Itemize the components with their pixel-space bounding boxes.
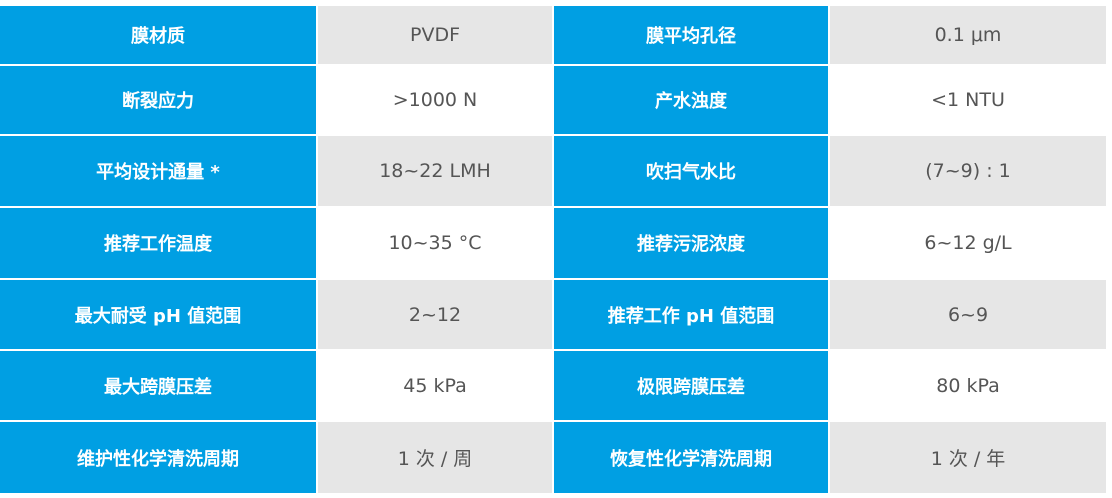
table-row: 最大跨膜压差 45 kPa 极限跨膜压差 80 kPa bbox=[0, 349, 1106, 422]
table-row: 最大耐受 pH 值范围 2~12 推荐工作 pH 值范围 6~9 bbox=[0, 278, 1106, 351]
spec-label: 维护性化学清洗周期 bbox=[0, 420, 318, 493]
spec-label: 平均设计通量 * bbox=[0, 134, 318, 208]
spec-label: 推荐工作温度 bbox=[0, 206, 318, 280]
spec-value: 1 次 / 年 bbox=[828, 420, 1106, 493]
membrane-spec-table: 膜材质 PVDF 膜平均孔径 0.1 μm 断裂应力 >1000 N 产水浊度 <1 NTU 平… bbox=[0, 6, 1106, 493]
spec-value: 80 kPa bbox=[828, 349, 1106, 422]
spec-value: 0.1 μm bbox=[828, 6, 1106, 66]
spec-value: <1 NTU bbox=[828, 64, 1106, 136]
table-row: 平均设计通量 * 18~22 LMH 吹扫气水比 (7~9) : 1 bbox=[0, 134, 1106, 208]
spec-value: (7~9) : 1 bbox=[828, 134, 1106, 208]
spec-value: 18~22 LMH bbox=[316, 134, 554, 208]
spec-value: >1000 N bbox=[316, 64, 554, 136]
spec-label: 膜材质 bbox=[0, 6, 318, 66]
spec-label: 最大耐受 pH 值范围 bbox=[0, 278, 318, 351]
table-row: 膜材质 PVDF 膜平均孔径 0.1 μm bbox=[0, 6, 1106, 66]
spec-label: 极限跨膜压差 bbox=[552, 349, 830, 422]
spec-value: 2~12 bbox=[316, 278, 554, 351]
spec-label: 断裂应力 bbox=[0, 64, 318, 136]
spec-label: 恢复性化学清洗周期 bbox=[552, 420, 830, 493]
spec-label: 推荐工作 pH 值范围 bbox=[552, 278, 830, 351]
spec-label: 最大跨膜压差 bbox=[0, 349, 318, 422]
spec-value: 45 kPa bbox=[316, 349, 554, 422]
spec-value: PVDF bbox=[316, 6, 554, 66]
table-row: 推荐工作温度 10~35 °C 推荐污泥浓度 6~12 g/L bbox=[0, 206, 1106, 280]
spec-value: 6~9 bbox=[828, 278, 1106, 351]
spec-label: 产水浊度 bbox=[552, 64, 830, 136]
spec-value: 1 次 / 周 bbox=[316, 420, 554, 493]
table-row: 断裂应力 >1000 N 产水浊度 <1 NTU bbox=[0, 64, 1106, 136]
spec-value: 6~12 g/L bbox=[828, 206, 1106, 280]
spec-label: 推荐污泥浓度 bbox=[552, 206, 830, 280]
spec-label: 吹扫气水比 bbox=[552, 134, 830, 208]
spec-value: 10~35 °C bbox=[316, 206, 554, 280]
spec-label: 膜平均孔径 bbox=[552, 6, 830, 66]
table-row: 维护性化学清洗周期 1 次 / 周恢复性化学清洗周期 1 次 / 年 bbox=[0, 420, 1106, 493]
